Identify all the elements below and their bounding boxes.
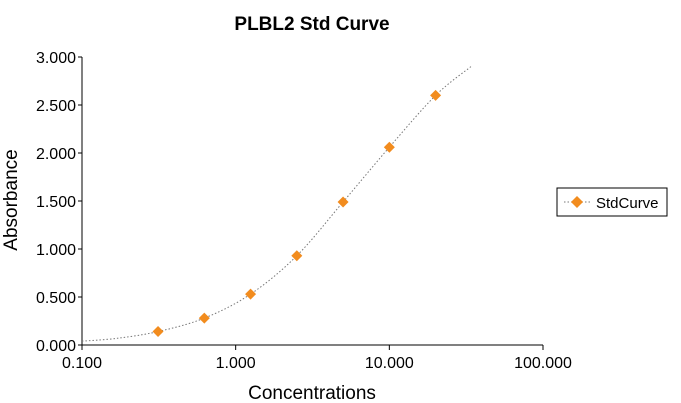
data-point: [383, 141, 395, 153]
data-point: [245, 288, 257, 300]
y-tick-label: 2.500: [36, 98, 76, 115]
x-tick-label: 1.000: [216, 355, 256, 372]
legend: StdCurve: [556, 187, 668, 217]
data-point: [430, 89, 442, 101]
data-point: [198, 312, 210, 324]
legend-marker-diamond: [571, 196, 583, 208]
data-point: [337, 196, 349, 208]
x-axis-label: Concentrations: [248, 383, 376, 403]
y-tick-label: 0.000: [36, 338, 76, 355]
x-tick-label: 100.000: [514, 355, 572, 372]
y-tick-label: 1.500: [36, 194, 76, 211]
y-axis-label: Absorbance: [1, 149, 22, 250]
data-point: [291, 250, 303, 262]
x-tick-label: 10.000: [365, 355, 414, 372]
chart-title: PLBL2 Std Curve: [234, 14, 389, 35]
legend-label: StdCurve: [596, 195, 659, 212]
y-tick-label: 3.000: [36, 50, 76, 67]
fit-curve-line: [81, 66, 472, 342]
y-tick-label: 1.000: [36, 242, 76, 259]
y-tick-label: 0.500: [36, 290, 76, 307]
data-point: [152, 326, 164, 338]
x-tick-label: 0.100: [62, 355, 102, 372]
y-tick-label: 2.000: [36, 146, 76, 163]
